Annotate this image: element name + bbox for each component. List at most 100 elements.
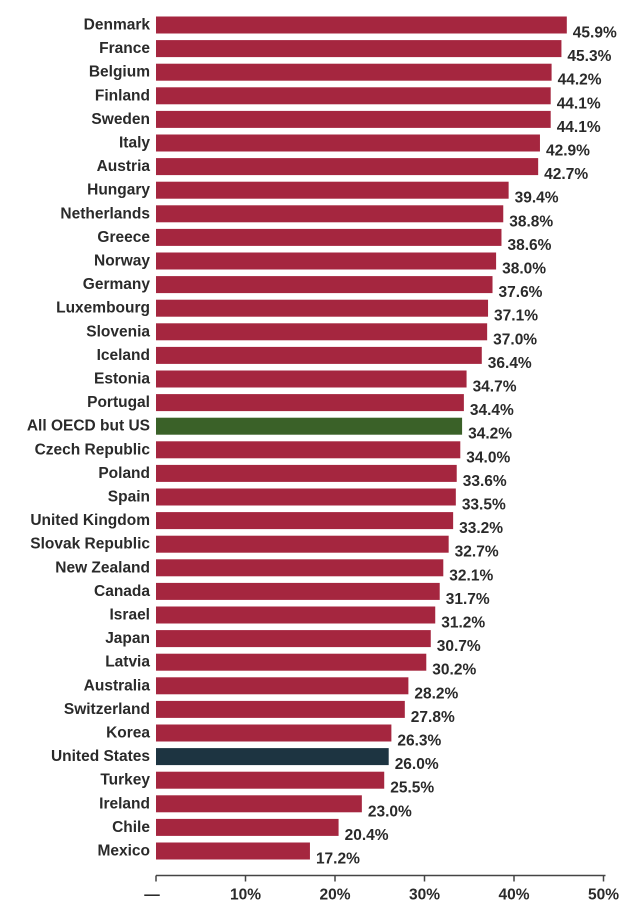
value-label-estonia: 34.7%	[473, 379, 517, 396]
category-label-poland: Poland	[98, 465, 150, 482]
value-label-belgium: 44.2%	[558, 72, 602, 89]
value-label-all-oecd-but-us: 34.2%	[468, 426, 512, 443]
category-label-latvia: Latvia	[105, 654, 150, 671]
bar-israel	[156, 606, 436, 624]
value-label-denmark: 45.9%	[573, 25, 617, 42]
value-label-switzerland: 27.8%	[411, 709, 455, 726]
category-label-all-oecd-but-us: All OECD but US	[27, 418, 150, 435]
value-labels: 45.9% 45.3% 44.2% 44.1% 44.1% 42.9% 42.7% 39.4%…	[316, 25, 617, 868]
category-label-australia: Australia	[84, 677, 151, 694]
category-label-netherlands: Netherlands	[60, 205, 150, 222]
bar-poland	[156, 464, 457, 482]
value-label-austria: 42.7%	[544, 166, 588, 183]
bar-sweden	[156, 110, 551, 128]
value-label-slovak-republic: 32.7%	[455, 544, 499, 561]
x-tick-label-20: 20%	[319, 887, 350, 904]
x-tick-label-40: 40%	[498, 887, 529, 904]
bar-turkey	[156, 771, 385, 789]
bar-luxembourg	[156, 299, 489, 317]
x-tick-label-30: 30%	[409, 887, 440, 904]
bar-norway	[156, 252, 497, 270]
category-labels: Denmark France Belgium Finland Sweden Italy Au…	[27, 17, 151, 860]
value-label-greece: 38.6%	[507, 237, 551, 254]
value-label-norway: 38.0%	[502, 261, 546, 278]
value-label-france: 45.3%	[567, 48, 611, 65]
category-label-luxembourg: Luxembourg	[56, 300, 150, 317]
category-label-united-kingdom: United Kingdom	[30, 512, 150, 529]
bar-slovenia	[156, 323, 488, 341]
category-label-germany: Germany	[83, 276, 151, 293]
bar-finland	[156, 87, 551, 105]
value-label-netherlands: 38.8%	[509, 213, 553, 230]
category-label-united-states: United States	[51, 748, 150, 765]
bar-korea	[156, 724, 392, 742]
category-label-finland: Finland	[95, 87, 150, 104]
value-label-korea: 26.3%	[397, 733, 441, 750]
bar-all-oecd-but-us	[156, 417, 463, 435]
value-label-israel: 31.2%	[441, 615, 485, 632]
category-label-france: France	[99, 40, 150, 57]
category-label-ireland: Ireland	[99, 795, 150, 812]
bar-united-states	[156, 748, 389, 766]
category-label-hungary: Hungary	[87, 182, 150, 199]
bar-australia	[156, 677, 409, 695]
value-label-luxembourg: 37.1%	[494, 308, 538, 325]
category-label-mexico: Mexico	[97, 843, 150, 860]
bar-hungary	[156, 181, 509, 199]
bars-layer	[156, 16, 567, 860]
bar-canada	[156, 582, 440, 600]
category-label-korea: Korea	[106, 725, 150, 742]
bar-new-zealand	[156, 559, 444, 577]
value-label-latvia: 30.2%	[432, 662, 476, 679]
bar-japan	[156, 630, 431, 648]
value-label-australia: 28.2%	[414, 685, 458, 702]
value-label-ireland: 23.0%	[368, 803, 412, 820]
value-label-chile: 20.4%	[345, 827, 389, 844]
category-label-belgium: Belgium	[89, 64, 150, 81]
bar-germany	[156, 276, 493, 294]
bar-belgium	[156, 63, 552, 81]
bar-netherlands	[156, 205, 504, 223]
value-label-iceland: 36.4%	[488, 355, 532, 372]
value-label-finland: 44.1%	[557, 95, 601, 112]
bar-italy	[156, 134, 540, 152]
bar-austria	[156, 158, 539, 176]
value-label-sweden: 44.1%	[557, 119, 601, 136]
category-label-greece: Greece	[97, 229, 150, 246]
value-label-canada: 31.7%	[446, 591, 490, 608]
category-label-spain: Spain	[108, 489, 150, 506]
value-label-mexico: 17.2%	[316, 851, 360, 868]
value-label-turkey: 25.5%	[390, 780, 434, 797]
category-label-czech-republic: Czech Republic	[35, 441, 151, 458]
bar-ireland	[156, 795, 362, 813]
value-label-hungary: 39.4%	[515, 190, 559, 207]
x-axis: — 10% 20% 30% 40% 50%	[144, 874, 619, 904]
bar-mexico	[156, 842, 310, 860]
bar-spain	[156, 488, 456, 506]
bar-czech-republic	[156, 441, 461, 459]
bar-chile	[156, 818, 339, 836]
bar-united-kingdom	[156, 512, 454, 530]
category-label-slovenia: Slovenia	[86, 323, 150, 340]
category-label-chile: Chile	[112, 819, 150, 836]
bar-estonia	[156, 370, 467, 388]
value-label-slovenia: 37.0%	[493, 331, 537, 348]
category-label-israel: Israel	[109, 607, 150, 624]
category-label-austria: Austria	[97, 158, 151, 175]
category-label-new-zealand: New Zealand	[55, 559, 150, 576]
category-label-turkey: Turkey	[100, 772, 150, 789]
category-label-sweden: Sweden	[91, 111, 150, 128]
bar-denmark	[156, 16, 567, 34]
x-tick-label-10: 10%	[230, 887, 261, 904]
category-label-iceland: Iceland	[97, 347, 150, 364]
bar-slovak-republic	[156, 535, 449, 553]
x-tick-label-0: —	[144, 887, 160, 904]
value-label-spain: 33.5%	[462, 497, 506, 514]
category-label-estonia: Estonia	[94, 371, 150, 388]
value-label-italy: 42.9%	[546, 143, 590, 160]
category-label-slovak-republic: Slovak Republic	[30, 536, 150, 553]
value-label-portugal: 34.4%	[470, 402, 514, 419]
category-label-switzerland: Switzerland	[64, 701, 150, 718]
category-label-norway: Norway	[94, 253, 150, 270]
